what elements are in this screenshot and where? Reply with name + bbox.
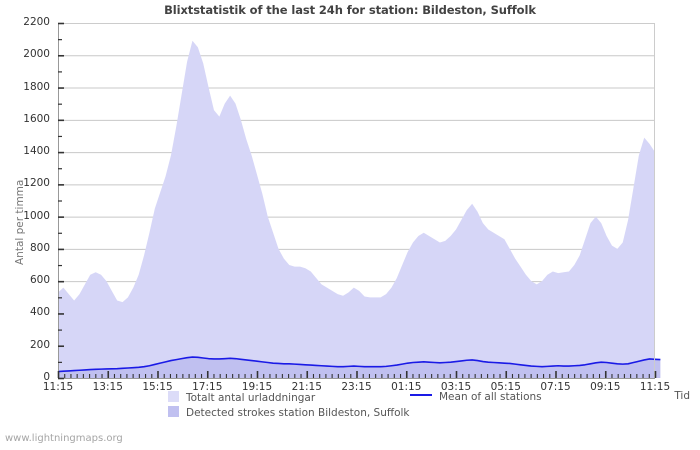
x-tick-label: 17:15 (192, 381, 223, 393)
x-tick-label: 07:15 (540, 381, 571, 393)
y-tick-label: 400 (29, 306, 50, 319)
x-axis-title: Tid (674, 390, 690, 402)
y-tick-label: 1800 (23, 80, 50, 93)
x-tick-label: 15:15 (142, 381, 173, 393)
y-tick-label: 0 (43, 371, 50, 383)
series-area-0 (58, 40, 655, 378)
chart-title: Blixtstatistik of the last 24h for stati… (164, 3, 536, 17)
y-tick-label: 200 (29, 338, 50, 351)
x-tick-label: 03:15 (440, 381, 472, 393)
x-tick-label: 23:15 (341, 381, 372, 393)
footer-attribution: www.lightningmaps.org (5, 433, 123, 444)
series-area-1 (58, 357, 661, 378)
chart-legend: Totalt antal urladdningar Detected strok… (0, 391, 700, 421)
legend-label-mean: Mean of all stations (439, 391, 542, 403)
x-tick-label: 09:15 (590, 381, 621, 393)
series-line-2 (57, 356, 661, 373)
x-tick-label: 13:15 (92, 381, 123, 393)
y-tick-label: 600 (29, 274, 50, 287)
y-tick-label: 1600 (23, 112, 50, 125)
y-tick-label: 2200 (23, 16, 50, 28)
legend-swatch-station (168, 406, 179, 417)
x-tick-label: 11:15 (639, 381, 671, 393)
y-tick-label: 2000 (23, 48, 50, 61)
legend-item-total[interactable]: Totalt antal urladdningar (168, 391, 315, 404)
x-tick-label: 19:15 (241, 381, 273, 393)
legend-line-mean (410, 394, 432, 396)
legend-item-mean[interactable]: Mean of all stations (410, 391, 542, 403)
y-tick-label: 1000 (23, 209, 50, 222)
legend-label-station: Detected strokes station Bildeston, Suff… (186, 407, 410, 419)
x-tick-label: 11:15 (42, 381, 74, 393)
y-tick-label: 1200 (23, 177, 50, 190)
x-tick-label: 05:15 (490, 381, 521, 393)
x-tick-label: 01:15 (391, 381, 422, 393)
x-tick-label: 21:15 (291, 381, 322, 393)
legend-swatch-total (168, 391, 179, 402)
y-tick-label: 800 (29, 241, 50, 254)
legend-label-total: Totalt antal urladdningar (186, 392, 316, 404)
y-tick-label: 1400 (23, 145, 50, 158)
legend-item-station[interactable]: Detected strokes station Bildeston, Suff… (168, 406, 410, 419)
